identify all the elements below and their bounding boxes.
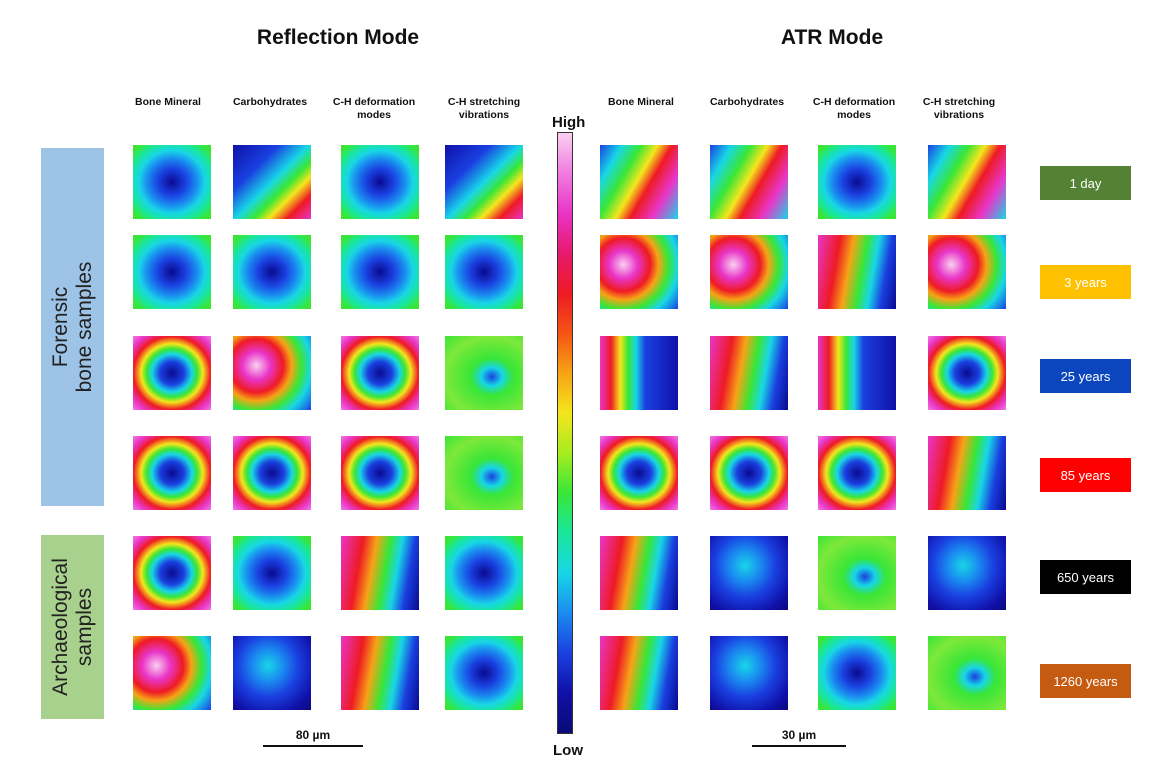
col-header-atr-carbohydrates: Carbohydrates	[709, 96, 785, 108]
map-tile-atr-r1-c3	[818, 145, 896, 219]
map-tile-atr-r3-c3	[818, 336, 896, 410]
map-tile-atr-r1-c4	[928, 145, 1006, 219]
age-badge: 85 years	[1040, 458, 1131, 492]
col-header-atr-ch-deformation: C-H deformation modes	[812, 96, 896, 121]
map-tile-reflection-r1-c2	[233, 145, 311, 219]
map-tile-reflection-r6-c3	[341, 636, 419, 710]
forensic-group-panel: Forensic bone samples	[41, 148, 104, 506]
map-tile-reflection-r1-c3	[341, 145, 419, 219]
map-tile-atr-r4-c4	[928, 436, 1006, 510]
archaeological-label-line1: Archaeological	[48, 558, 72, 696]
map-tile-atr-r3-c2	[710, 336, 788, 410]
colorbar-high-label: High	[552, 114, 586, 131]
map-tile-atr-r2-c1	[600, 235, 678, 309]
map-tile-reflection-r6-c4	[445, 636, 523, 710]
age-badge: 3 years	[1040, 265, 1131, 299]
map-tile-reflection-r3-c2	[233, 336, 311, 410]
map-tile-atr-r6-c3	[818, 636, 896, 710]
col-header-reflection-bone-mineral: Bone Mineral	[135, 96, 201, 108]
archaeological-group-label: Archaeological samples	[49, 558, 97, 696]
map-tile-reflection-r4-c3	[341, 436, 419, 510]
age-badge: 25 years	[1040, 359, 1131, 393]
map-tile-reflection-r5-c1	[133, 536, 211, 610]
reflection-scale-label: 80 µm	[295, 728, 331, 742]
col-header-reflection-ch-stretching: C-H stretching vibrations	[447, 96, 521, 121]
age-badge: 650 years	[1040, 560, 1131, 594]
map-tile-atr-r1-c1	[600, 145, 678, 219]
map-tile-atr-r6-c4	[928, 636, 1006, 710]
map-tile-reflection-r2-c2	[233, 235, 311, 309]
map-tile-reflection-r2-c3	[341, 235, 419, 309]
map-tile-reflection-r4-c1	[133, 436, 211, 510]
forensic-label-line2: bone samples	[72, 261, 96, 393]
atr-scale-bar	[752, 745, 846, 747]
forensic-label-line1: Forensic	[48, 286, 72, 368]
reflection-scale-bar	[263, 745, 363, 747]
map-tile-atr-r1-c2	[710, 145, 788, 219]
map-tile-reflection-r1-c4	[445, 145, 523, 219]
map-tile-reflection-r1-c1	[133, 145, 211, 219]
map-tile-atr-r6-c1	[600, 636, 678, 710]
map-tile-atr-r3-c4	[928, 336, 1006, 410]
intensity-colorbar	[557, 132, 573, 734]
col-header-atr-bone-mineral: Bone Mineral	[608, 96, 674, 108]
atr-scale-label: 30 µm	[781, 728, 817, 742]
map-tile-atr-r5-c3	[818, 536, 896, 610]
map-tile-atr-r2-c2	[710, 235, 788, 309]
map-tile-reflection-r5-c2	[233, 536, 311, 610]
map-tile-reflection-r6-c1	[133, 636, 211, 710]
map-tile-atr-r2-c4	[928, 235, 1006, 309]
map-tile-atr-r2-c3	[818, 235, 896, 309]
map-tile-atr-r6-c2	[710, 636, 788, 710]
col-header-reflection-ch-deformation: C-H deformation modes	[332, 96, 416, 121]
map-tile-atr-r5-c4	[928, 536, 1006, 610]
col-header-reflection-carbohydrates: Carbohydrates	[232, 96, 308, 108]
map-tile-atr-r4-c2	[710, 436, 788, 510]
map-tile-reflection-r6-c2	[233, 636, 311, 710]
map-tile-atr-r3-c1	[600, 336, 678, 410]
archaeological-group-panel: Archaeological samples	[41, 535, 104, 719]
map-tile-reflection-r3-c3	[341, 336, 419, 410]
map-tile-reflection-r4-c4	[445, 436, 523, 510]
col-header-atr-ch-stretching: C-H stretching vibrations	[922, 96, 996, 121]
map-tile-reflection-r2-c1	[133, 235, 211, 309]
map-tile-reflection-r5-c3	[341, 536, 419, 610]
age-badge: 1 day	[1040, 166, 1131, 200]
map-tile-reflection-r5-c4	[445, 536, 523, 610]
map-tile-atr-r4-c1	[600, 436, 678, 510]
map-tile-reflection-r4-c2	[233, 436, 311, 510]
map-tile-reflection-r3-c4	[445, 336, 523, 410]
map-tile-atr-r5-c2	[710, 536, 788, 610]
age-badge: 1260 years	[1040, 664, 1131, 698]
colorbar-low-label: Low	[553, 742, 583, 759]
map-tile-reflection-r2-c4	[445, 235, 523, 309]
map-tile-atr-r4-c3	[818, 436, 896, 510]
atr-mode-title: ATR Mode	[780, 26, 884, 49]
map-tile-reflection-r3-c1	[133, 336, 211, 410]
archaeological-label-line2: samples	[72, 587, 96, 667]
map-tile-atr-r5-c1	[600, 536, 678, 610]
forensic-group-label: Forensic bone samples	[49, 262, 97, 393]
reflection-mode-title: Reflection Mode	[256, 26, 420, 49]
